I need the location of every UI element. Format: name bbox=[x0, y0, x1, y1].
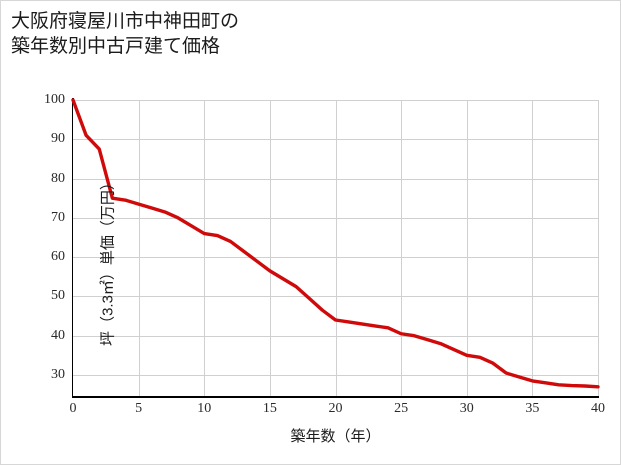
x-axis-spine bbox=[72, 396, 599, 398]
x-axis-label: 築年数（年） bbox=[290, 428, 381, 445]
x-tick-label: 0 bbox=[69, 401, 77, 416]
gridline-vertical bbox=[204, 100, 206, 396]
y-tick-label: 50 bbox=[51, 288, 65, 304]
x-tick-labels: 0 5 10 15 20 25 30 35 40 bbox=[70, 401, 606, 421]
x-tick-label: 15 bbox=[262, 401, 277, 416]
chart-title: 大阪府寝屋川市中神田町の 築年数別中古戸建て価格 bbox=[11, 11, 240, 57]
x-tick-label: 25 bbox=[394, 401, 409, 416]
x-tick-label: 40 bbox=[591, 401, 605, 416]
x-tick-label: 20 bbox=[328, 401, 343, 416]
x-tick-label: 5 bbox=[135, 401, 143, 416]
gridline-vertical bbox=[138, 100, 140, 396]
y-tick-label: 100 bbox=[44, 92, 65, 107]
price-line bbox=[71, 98, 600, 389]
y-tick-label: 80 bbox=[51, 170, 65, 186]
line-series-svg bbox=[71, 98, 600, 389]
y-tick-label: 70 bbox=[51, 209, 65, 225]
y-tick-labels: 30 40 50 60 70 80 90 100 bbox=[9, 92, 65, 396]
gridline-vertical bbox=[598, 100, 599, 396]
plot-area: 坪（3.3㎡）単価（万円） bbox=[71, 98, 600, 396]
x-tick-label: 30 bbox=[459, 401, 474, 416]
y-tick-label: 30 bbox=[51, 367, 65, 382]
gridline-vertical bbox=[269, 100, 271, 396]
y-tick-label: 60 bbox=[51, 249, 65, 265]
y-tick-label: 40 bbox=[51, 327, 65, 343]
y-axis-label: 坪（3.3㎡）単価（万円） bbox=[99, 175, 117, 346]
x-tick-label: 10 bbox=[197, 401, 212, 416]
x-tick-label: 35 bbox=[525, 401, 540, 416]
gridline-vertical bbox=[466, 100, 468, 396]
y-tick-label: 90 bbox=[51, 131, 65, 147]
gridline-vertical bbox=[401, 100, 403, 396]
gridline-vertical bbox=[532, 100, 534, 396]
gridline-vertical bbox=[335, 100, 337, 396]
